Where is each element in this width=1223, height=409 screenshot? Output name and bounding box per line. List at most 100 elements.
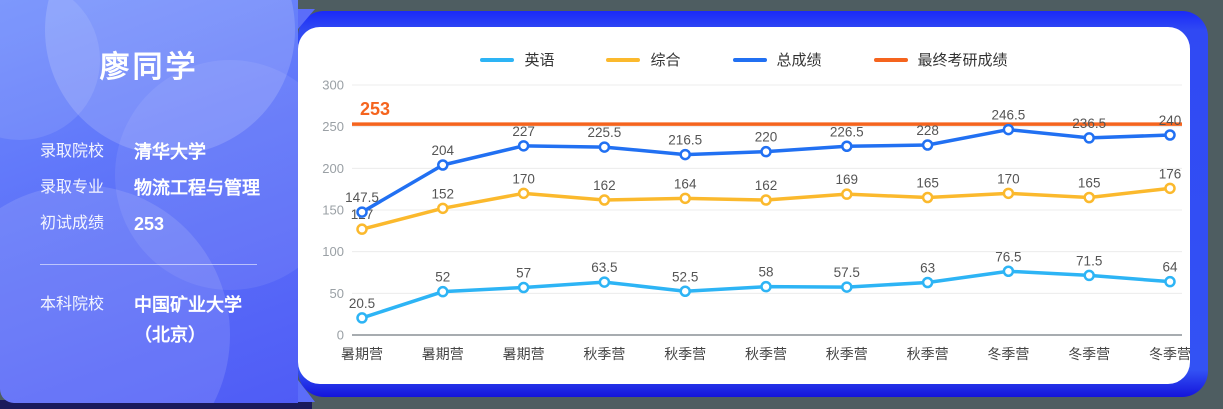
data-point-label: 63.5 [591,260,617,275]
data-point-marker[interactable] [1083,269,1095,282]
data-point-label: 71.5 [1076,253,1102,268]
data-point-marker[interactable] [679,148,691,161]
legend-item-1[interactable]: 综合 [606,49,681,70]
data-point-marker[interactable] [1083,191,1095,204]
legend-item-2[interactable]: 总成绩 [732,49,822,70]
field-label: 录取院校 [40,143,105,160]
x-axis-label: 冬季营 [1068,346,1110,362]
field-label: 本科院校 [40,296,105,313]
data-point-marker[interactable] [598,194,611,206]
x-axis-label: 秋季营 [583,346,625,362]
data-point-label: 216.5 [668,133,702,148]
legend-label: 综合 [650,52,681,69]
data-point-marker[interactable] [437,202,449,215]
field-value: 清华大学 [134,142,206,162]
data-point-marker[interactable] [598,141,611,153]
student-fields: 录取院校 清华大学 录取专业 物流工程与管理 初试成绩 253 [40,140,260,248]
data-point-label: 220 [755,130,778,145]
y-tick-label: 0 [337,328,344,343]
data-point-marker[interactable] [1164,182,1176,195]
data-point-label: 165 [1078,176,1101,191]
field-value: 物流工程与管理 [134,178,260,198]
legend-label: 英语 [524,52,555,69]
data-point-marker[interactable] [1164,129,1176,141]
decor-circle [115,60,298,290]
data-point-marker[interactable] [437,159,449,171]
student-info-panel: 廖同学 录取院校 清华大学 录取专业 物流工程与管理 初试成绩 253 本科院校… [0,0,298,403]
legend-item-0[interactable]: 英语 [480,49,554,70]
data-point-marker[interactable] [760,280,772,293]
data-point-marker[interactable] [841,281,853,293]
x-axis-label: 冬季营 [987,346,1029,362]
data-point-marker[interactable] [679,285,691,297]
data-point-label: 169 [836,172,859,187]
student-name: 廖同学 [99,51,199,84]
data-point-marker[interactable] [356,223,368,235]
data-point-marker[interactable] [760,145,772,158]
legend-label: 最终考研成绩 [917,52,1008,69]
data-point-marker[interactable] [517,187,530,200]
data-point-marker[interactable] [1002,123,1015,136]
data-point-label: 52.5 [672,269,698,284]
data-point-marker[interactable] [1164,275,1176,288]
divider [40,264,257,265]
legend-swatch-icon [732,57,767,62]
x-axis-label: 秋季营 [745,346,787,362]
data-point-label: 170 [997,171,1020,186]
x-axis-label: 冬季营 [1149,346,1190,362]
data-point-label: 58 [758,265,773,280]
data-point-label: 57.5 [834,265,860,280]
data-point-marker[interactable] [356,206,368,218]
x-axis-label: 暑期营 [422,346,464,362]
data-point-label: 164 [674,176,697,191]
field-label: 初试成绩 [40,215,105,232]
data-point-label: 170 [512,171,535,186]
legend-label: 总成绩 [776,52,822,69]
data-point-label: 228 [916,123,939,138]
data-point-marker[interactable] [437,285,449,298]
data-point-label: 225.5 [588,125,622,140]
y-tick-label: 200 [322,161,344,176]
data-point-marker[interactable] [356,312,368,324]
reference-line-label: 253 [360,99,390,119]
data-point-label: 240 [1159,113,1182,128]
undergrad-school-campus: （北京） [134,325,206,345]
x-axis-label: 暑期营 [341,346,383,362]
data-point-marker[interactable] [517,281,530,294]
data-point-marker[interactable] [679,192,691,205]
data-point-marker[interactable] [841,188,853,200]
x-axis-label: 秋季营 [826,346,868,362]
field-label: 录取专业 [40,179,105,196]
field-initial-score: 初试成绩 253 [40,212,260,236]
data-point-label: 57 [516,266,531,281]
y-tick-label: 300 [322,78,344,93]
data-point-marker[interactable] [921,139,934,151]
y-tick-label: 100 [322,244,344,259]
field-value: 中国矿业大学 （北京） [134,293,242,347]
data-point-marker[interactable] [841,140,853,152]
data-point-marker[interactable] [1083,132,1095,144]
legend-item-3[interactable]: 最终考研成绩 [873,49,1008,70]
data-point-label: 227 [512,124,535,139]
data-point-label: 204 [432,143,455,158]
x-axis-label: 秋季营 [664,346,706,362]
data-point-marker[interactable] [760,194,772,206]
data-point-label: 152 [432,186,455,201]
data-point-label: 64 [1162,260,1178,275]
data-point-label: 147.5 [345,190,379,205]
data-point-marker[interactable] [921,276,934,289]
undergrad-school-name: 中国矿业大学 [134,295,242,315]
data-point-marker[interactable] [598,276,611,288]
chart-legend: 英语 综合 总成绩 最终考研成绩 [298,49,1190,70]
field-value: 253 [134,214,165,234]
data-point-marker[interactable] [517,140,530,152]
data-point-marker[interactable] [1002,187,1015,200]
field-admitted-major: 录取专业 物流工程与管理 [40,176,260,200]
y-tick-label: 250 [322,119,344,134]
data-point-marker[interactable] [1002,265,1015,277]
data-point-marker[interactable] [921,191,934,204]
data-point-label: 165 [916,176,939,191]
chart-card: 英语 综合 总成绩 最终考研成绩 0 50 100 150 200 250 300 暑期营 暑期营 暑期… [298,27,1190,384]
data-point-label: 20.5 [349,296,375,311]
